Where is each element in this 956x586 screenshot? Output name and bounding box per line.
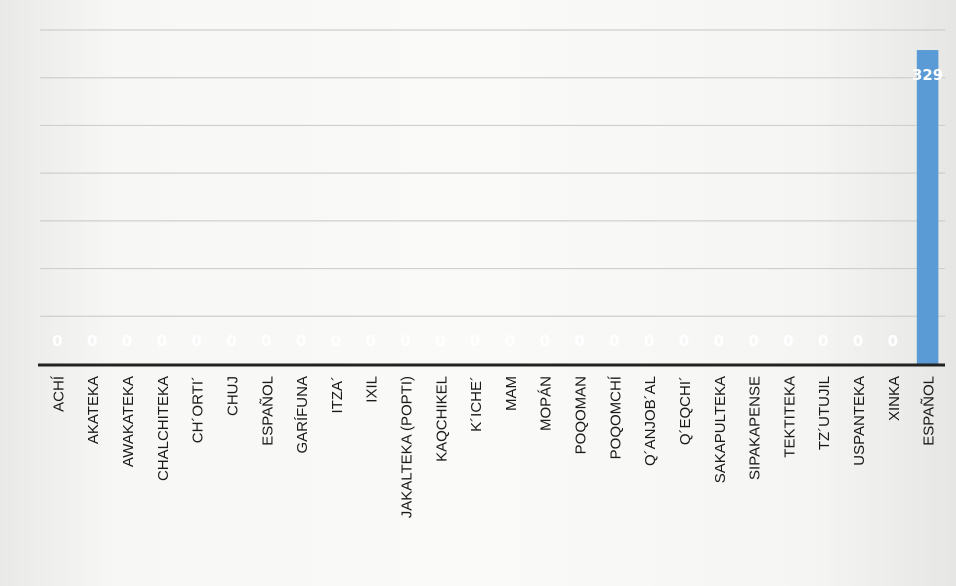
gridlines — [40, 29, 945, 317]
x-tick-label-3: CHALCHITEKA — [155, 376, 172, 481]
x-tick-label-14: MOPÁN — [538, 376, 555, 431]
x-tick-label-9: IXIL — [364, 376, 381, 403]
data-label-8: 0 — [331, 332, 341, 350]
x-tick-label-15: POQOMAN — [573, 376, 590, 454]
data-label-16: 0 — [609, 332, 619, 350]
x-tick-label-11: KAQCHIKEL — [433, 376, 450, 462]
x-tick-label-24: XINKA — [886, 376, 903, 421]
x-tick-label-19: SAKAPULTEKA — [712, 376, 729, 483]
data-label-10: 0 — [400, 332, 410, 350]
bar-25 — [916, 50, 939, 364]
x-tick-label-21: TEKTITEKA — [781, 376, 798, 458]
data-label-1: 0 — [87, 332, 97, 350]
data-label-22: 0 — [818, 332, 828, 350]
data-label-0: 0 — [52, 332, 62, 350]
data-label-17: 0 — [644, 332, 654, 350]
data-label-25: 329 — [912, 66, 943, 84]
data-label-13: 0 — [505, 332, 515, 350]
data-label-21: 0 — [783, 332, 793, 350]
data-label-14: 0 — [539, 332, 549, 350]
data-label-19: 0 — [714, 332, 724, 350]
data-label-7: 0 — [296, 332, 306, 350]
data-label-12: 0 — [470, 332, 480, 350]
data-label-2: 0 — [122, 332, 132, 350]
x-tick-label-4: CH´ORTI´ — [190, 376, 207, 443]
x-tick-label-12: K´ICHE´ — [468, 376, 485, 432]
data-labels: 0 0 0 0 0 0 0 0 0 0 0 0 0 0 0 0 0 0 0 0 0 0 0 0 0 329 — [52, 66, 943, 350]
x-tick-label-16: POQOMCHÍ — [607, 375, 624, 459]
x-tick-label-0: ACHÍ — [50, 375, 67, 412]
x-tick-label-5: CHUJ — [224, 376, 241, 416]
x-tick-label-13: MAM — [503, 376, 520, 411]
x-tick-label-25: ESPAÑOL — [921, 376, 938, 446]
x-tick-label-20: SIPAKAPENSE — [747, 376, 764, 480]
x-tick-label-1: AKATEKA — [85, 376, 102, 444]
x-tick-labels: ACHÍ AKATEKA AWAKATEKA CHALCHITEKA CH´ORTI´ C… — [50, 375, 937, 518]
x-tick-label-17: Q´ANJOB´AL — [642, 376, 659, 466]
x-tick-label-18: Q´EQCHI´ — [677, 376, 694, 445]
data-label-24: 0 — [888, 332, 898, 350]
data-label-20: 0 — [748, 332, 758, 350]
data-label-11: 0 — [435, 332, 445, 350]
data-label-18: 0 — [679, 332, 689, 350]
data-label-4: 0 — [191, 332, 201, 350]
x-tick-label-7: GARÍFUNA — [294, 376, 311, 454]
x-tick-label-8: ITZA´ — [329, 376, 346, 414]
x-tick-label-22: TZ´UTUJIL — [816, 376, 833, 450]
x-tick-label-23: USPANTEKA — [851, 376, 868, 466]
bars — [916, 50, 939, 364]
data-label-23: 0 — [853, 332, 863, 350]
data-label-3: 0 — [157, 332, 167, 350]
x-tick-label-6: ESPAÑOL — [259, 376, 276, 446]
data-label-9: 0 — [365, 332, 375, 350]
data-label-6: 0 — [261, 332, 271, 350]
data-label-5: 0 — [226, 332, 236, 350]
data-label-15: 0 — [574, 332, 584, 350]
x-tick-label-10: JAKALTEKA (POPTI) — [398, 376, 415, 518]
x-tick-label-2: AWAKATEKA — [120, 376, 137, 467]
